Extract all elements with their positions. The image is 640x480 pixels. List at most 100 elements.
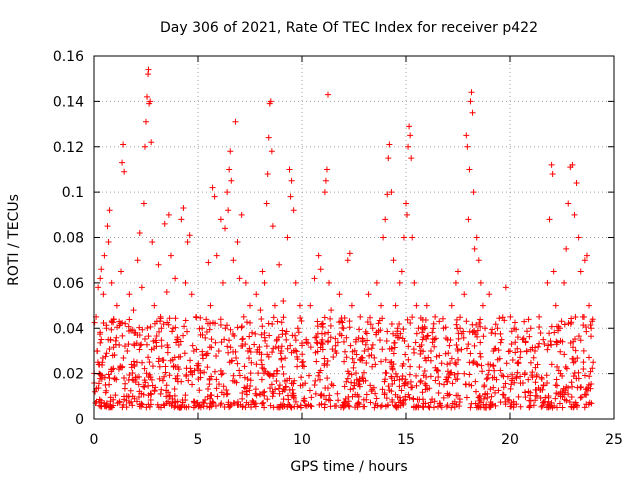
data-point: [179, 399, 186, 406]
data-point: [394, 325, 401, 332]
data-point: [252, 386, 259, 393]
data-point: [439, 315, 446, 322]
data-point: [423, 302, 430, 309]
data-point: [330, 382, 337, 389]
data-point: [497, 330, 504, 337]
data-point: [448, 302, 455, 309]
data-point: [575, 333, 582, 340]
data-point: [419, 389, 426, 396]
data-point: [314, 340, 321, 347]
data-point: [570, 359, 577, 366]
data-point: [423, 357, 430, 364]
data-point: [487, 386, 494, 393]
data-point: [498, 372, 505, 379]
data-point: [544, 279, 551, 286]
data-point: [286, 166, 293, 173]
data-point: [388, 375, 395, 382]
data-point: [213, 376, 220, 383]
data-point: [330, 353, 337, 360]
data-point: [572, 347, 579, 354]
data-point: [363, 330, 370, 337]
data-point: [480, 333, 487, 340]
data-point: [172, 402, 179, 409]
data-point: [394, 373, 401, 380]
data-point: [96, 331, 103, 338]
data-point: [567, 340, 574, 347]
data-point: [322, 177, 329, 184]
data-point: [128, 398, 135, 405]
data-point: [448, 355, 455, 362]
data-point: [432, 313, 439, 320]
data-point: [219, 279, 226, 286]
data-point: [325, 337, 332, 344]
data-point: [161, 373, 168, 380]
data-point: [492, 402, 499, 409]
data-point: [244, 376, 251, 383]
data-point: [438, 360, 445, 367]
data-point: [580, 366, 587, 373]
data-point: [197, 369, 204, 376]
data-point: [425, 403, 432, 410]
data-point: [406, 123, 413, 130]
data-point: [432, 364, 439, 371]
data-point: [573, 180, 580, 187]
data-point: [532, 397, 539, 404]
data-point: [468, 382, 475, 389]
data-point: [407, 132, 414, 139]
data-point: [412, 339, 419, 346]
data-point: [165, 389, 172, 396]
data-point: [590, 359, 597, 366]
data-point: [211, 193, 218, 200]
data-point: [479, 368, 486, 375]
data-point: [173, 339, 180, 346]
data-point: [368, 345, 375, 352]
data-point: [148, 139, 155, 146]
data-point: [312, 377, 319, 384]
data-point: [269, 349, 276, 356]
data-point: [477, 279, 484, 286]
data-point: [414, 396, 421, 403]
data-point: [409, 314, 416, 321]
data-point: [120, 355, 127, 362]
data-point: [280, 396, 287, 403]
data-point: [571, 211, 578, 218]
data-point: [338, 404, 345, 411]
data-point: [222, 225, 229, 232]
data-point: [233, 379, 240, 386]
data-point: [553, 338, 560, 345]
data-point: [550, 268, 557, 275]
data-point: [224, 189, 231, 196]
data-point: [313, 358, 320, 365]
data-point: [465, 341, 472, 348]
data-point: [246, 387, 253, 394]
data-point: [212, 339, 219, 346]
data-point: [180, 332, 187, 339]
data-point: [529, 374, 536, 381]
data-point: [554, 404, 561, 411]
data-point: [342, 395, 349, 402]
data-point: [407, 378, 414, 385]
data-point: [477, 316, 484, 323]
data-point: [261, 404, 268, 411]
data-point: [203, 329, 210, 336]
data-point: [537, 329, 544, 336]
data-point: [348, 371, 355, 378]
data-point: [287, 342, 294, 349]
data-point: [408, 384, 415, 391]
data-point: [343, 378, 350, 385]
data-point: [559, 404, 566, 411]
data-point: [94, 347, 101, 354]
data-point: [561, 351, 568, 358]
data-point: [470, 189, 477, 196]
data-point: [144, 324, 151, 331]
data-point: [362, 341, 369, 348]
data-point: [589, 365, 596, 372]
data-point: [424, 332, 431, 339]
data-point: [457, 325, 464, 332]
data-point: [501, 317, 508, 324]
data-point: [378, 358, 385, 365]
data-point: [547, 338, 554, 345]
data-point: [318, 330, 325, 337]
data-point: [319, 320, 326, 327]
data-point: [213, 385, 220, 392]
